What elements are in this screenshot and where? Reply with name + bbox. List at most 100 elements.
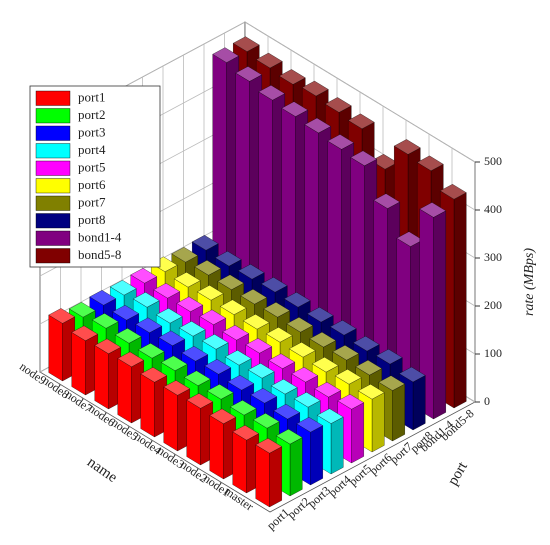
bar-side — [289, 437, 303, 497]
bar-top — [109, 280, 137, 296]
bar — [163, 380, 191, 452]
bar-top — [419, 202, 447, 218]
bar-top — [135, 317, 163, 333]
bar-top — [268, 353, 296, 369]
bar-top — [416, 155, 444, 171]
bar-top — [275, 428, 303, 445]
bar-top — [250, 388, 278, 404]
bar-side — [412, 375, 426, 431]
bar-top — [199, 309, 227, 325]
bar-side — [330, 416, 344, 475]
legend-label: bond1-4 — [78, 230, 122, 245]
bar-top — [204, 359, 232, 375]
bar-top — [357, 384, 385, 400]
bar-top — [186, 393, 214, 409]
bar-front — [209, 415, 224, 480]
bar — [255, 438, 283, 508]
bar-top — [327, 134, 355, 150]
bar-top — [232, 36, 260, 52]
bar-side — [392, 383, 405, 442]
bar-top — [163, 380, 191, 396]
bar — [140, 367, 168, 438]
legend-label: port3 — [78, 125, 105, 140]
bar-top — [347, 113, 375, 129]
bar-top — [337, 394, 365, 410]
bar-top — [229, 400, 257, 416]
bar-top — [117, 351, 145, 368]
bar — [232, 425, 260, 494]
bar-front — [140, 373, 155, 438]
bar-top — [71, 325, 99, 341]
bar-top — [306, 306, 334, 323]
y-axis-title: port — [445, 459, 471, 489]
bar-top — [68, 302, 96, 318]
bar-top — [232, 425, 260, 441]
bar-front — [117, 358, 132, 424]
bar-front — [94, 345, 109, 410]
z-tick-label: 200 — [484, 298, 502, 312]
bar-top — [247, 363, 275, 379]
bar-top — [283, 292, 311, 308]
legend-swatch — [35, 125, 71, 141]
bar-top — [439, 184, 467, 200]
bar — [48, 308, 76, 382]
bar-top — [255, 52, 283, 69]
bar-top — [375, 348, 403, 365]
bar-top — [112, 305, 140, 321]
bar-top — [91, 313, 119, 329]
z-tick-label: 100 — [484, 346, 502, 360]
legend-swatch — [35, 230, 71, 246]
bar-top — [245, 338, 273, 354]
legend-label: port5 — [78, 160, 105, 175]
bar-top — [324, 97, 352, 113]
bar-top — [240, 289, 268, 305]
bar-top — [214, 250, 242, 267]
bar-top — [281, 101, 309, 117]
bar-top — [155, 308, 183, 324]
bar-side — [433, 210, 446, 420]
bar-top — [270, 378, 298, 395]
bar-top — [183, 370, 211, 386]
bar-top — [252, 413, 280, 429]
bar-top — [222, 325, 250, 341]
bar-top — [311, 356, 339, 373]
z-tick-label: 0 — [484, 394, 490, 408]
bar-top — [260, 277, 288, 293]
bar-top — [237, 264, 265, 280]
bar-top — [301, 80, 329, 97]
bar-top — [293, 392, 321, 408]
bar-top — [224, 350, 252, 366]
legend-swatch — [35, 160, 71, 176]
legend-swatch — [35, 108, 71, 124]
bar — [209, 408, 237, 480]
bar-top — [132, 292, 160, 308]
legend-label: port1 — [78, 90, 105, 105]
bar-top — [242, 314, 270, 330]
bar-top — [219, 299, 247, 315]
legend-swatch — [35, 195, 71, 211]
legend-label: port6 — [78, 177, 106, 192]
bar-top — [227, 375, 255, 391]
bar-top — [140, 367, 168, 383]
bar-top — [209, 408, 237, 424]
bar-side — [351, 402, 364, 464]
bar-top — [355, 359, 383, 376]
bar-side — [453, 192, 467, 409]
bar — [71, 325, 99, 396]
bar-top — [201, 334, 229, 350]
legend-label: port7 — [78, 195, 106, 210]
bar-top — [194, 260, 222, 276]
bar-top — [114, 328, 142, 344]
z-axis-title: rate (MBps) — [522, 248, 537, 316]
bar-top — [286, 317, 314, 333]
bar-top — [191, 235, 219, 251]
bar — [94, 338, 122, 410]
bar-top — [273, 403, 301, 420]
legend: port1 port2 port3 port4 port5 port6 port7 port8… — [29, 85, 161, 268]
bar-side — [371, 392, 385, 453]
bar-top — [158, 330, 186, 346]
x-axis-title: name — [84, 454, 120, 486]
bar-top — [137, 343, 165, 359]
bar — [186, 393, 214, 466]
legend-swatch — [35, 90, 71, 106]
